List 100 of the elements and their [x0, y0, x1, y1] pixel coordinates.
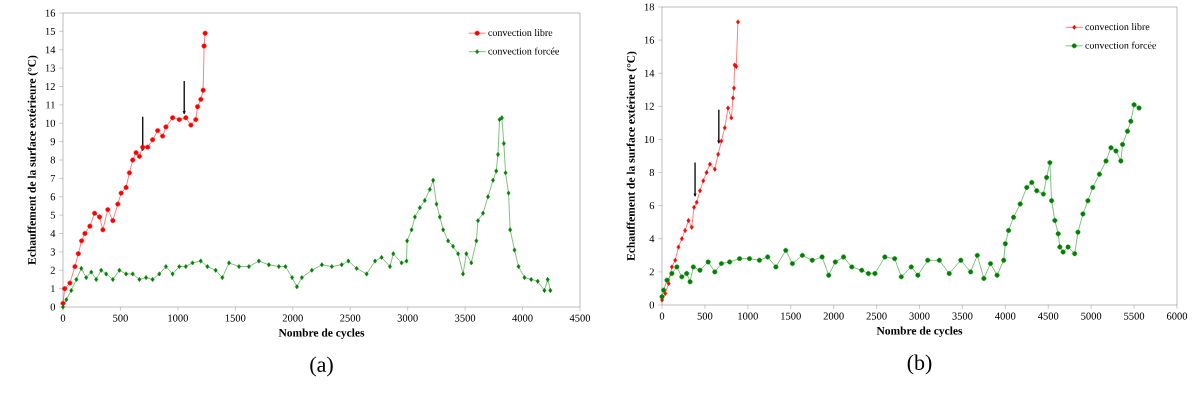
point [67, 280, 73, 286]
point [698, 188, 702, 194]
point [692, 204, 696, 210]
y-tick-label: 6 [649, 202, 655, 210]
y-tick-label: 14 [45, 46, 56, 54]
y-tick-label: 10 [45, 119, 56, 127]
x-tick-label: 1500 [225, 314, 246, 322]
y-tick-label: 7 [50, 174, 56, 182]
y-tick-label: 0 [50, 303, 56, 311]
x-tick-label: 2500 [866, 312, 887, 320]
y-tick-label: 2 [50, 266, 55, 274]
point [704, 170, 709, 176]
x-tick-label: 3500 [952, 312, 973, 320]
point [176, 117, 182, 123]
x-tick-label: 0 [60, 314, 66, 322]
y-tick-label: 6 [50, 193, 56, 201]
point [732, 85, 736, 91]
y-tick-label: 0 [649, 301, 655, 309]
point [87, 223, 93, 229]
point [72, 264, 78, 270]
point [92, 210, 98, 216]
point [701, 178, 706, 184]
y-tick-label: 12 [45, 83, 55, 90]
point [155, 128, 161, 134]
y-tick-label: 4 [649, 235, 655, 243]
y-tick-label: 9 [50, 138, 56, 146]
point [110, 218, 116, 224]
y-tick-label: 8 [649, 169, 655, 177]
text: (b) [907, 354, 932, 375]
legend-label: convection libre [1085, 23, 1150, 31]
point [202, 30, 208, 36]
point [105, 207, 111, 213]
point [726, 105, 730, 111]
point [160, 133, 166, 139]
y-tick-label: 1 [51, 285, 55, 293]
point [100, 227, 106, 233]
point [729, 115, 734, 121]
point [708, 161, 712, 167]
point [694, 199, 699, 205]
x-tick-label: 500 [113, 314, 128, 322]
point [183, 115, 189, 121]
point [136, 153, 142, 159]
point [145, 144, 151, 150]
y-tick-label: 10 [644, 135, 655, 143]
x-tick-label: 4000 [512, 314, 533, 322]
point [150, 137, 156, 143]
x-axis-title: Nombre de cycles [876, 326, 963, 337]
x-tick-label: 3000 [909, 312, 930, 320]
x-tick-label: 4500 [569, 314, 591, 322]
y-tick-label: 16 [644, 36, 655, 44]
point [79, 238, 85, 244]
point [118, 190, 124, 196]
point [722, 125, 727, 131]
x-tick-label: 1500 [781, 312, 801, 320]
x-tick-label: 5000 [1081, 312, 1102, 320]
y-tick-label: 5 [50, 211, 56, 219]
point [683, 228, 687, 233]
point [126, 170, 132, 176]
y-axis-title: Echauffement de la surface extérieure (°C) [626, 51, 638, 261]
point [736, 19, 740, 25]
y-tick-label: 11 [46, 101, 55, 109]
legend-label: convection libre [488, 28, 553, 36]
point [75, 251, 81, 257]
y-tick-label: 2 [649, 268, 654, 276]
point [689, 224, 694, 230]
x-tick-label: 4500 [1037, 312, 1059, 320]
point [170, 115, 176, 121]
x-tick-label: 1000 [168, 314, 188, 322]
x-tick-label: 0 [659, 312, 665, 320]
point [123, 185, 129, 191]
x-tick-label: 2000 [282, 314, 303, 322]
point [673, 257, 678, 263]
point [201, 43, 207, 49]
point [669, 264, 674, 270]
x-tick-label: 4000 [995, 312, 1016, 320]
x-tick-label: 3000 [397, 314, 418, 322]
point [82, 231, 88, 236]
point [679, 236, 684, 242]
x-tick-label: 5500 [1124, 312, 1145, 320]
point [130, 157, 136, 163]
text: (a) [310, 356, 333, 377]
point [97, 214, 102, 220]
point [62, 286, 68, 292]
y-tick-label: 3 [50, 248, 56, 256]
y-tick-label: 13 [45, 64, 56, 72]
x-tick-label: 500 [697, 312, 713, 320]
y-axis-title: Echauffement de la surface extérieure (°C) [27, 55, 39, 265]
point [731, 95, 735, 101]
point [193, 117, 199, 123]
x-tick-label: 6000 [1166, 312, 1188, 320]
point [712, 166, 717, 172]
x-tick-label: 2000 [823, 312, 844, 320]
point [115, 201, 121, 207]
x-tick-label: 2500 [340, 314, 361, 322]
point [716, 151, 721, 157]
y-tick-label: 14 [644, 69, 655, 77]
y-tick-label: 4 [50, 230, 56, 237]
y-tick-label: 15 [45, 27, 56, 35]
legend-label: convection forcée [1085, 41, 1157, 49]
x-tick-label: 1000 [738, 312, 758, 320]
